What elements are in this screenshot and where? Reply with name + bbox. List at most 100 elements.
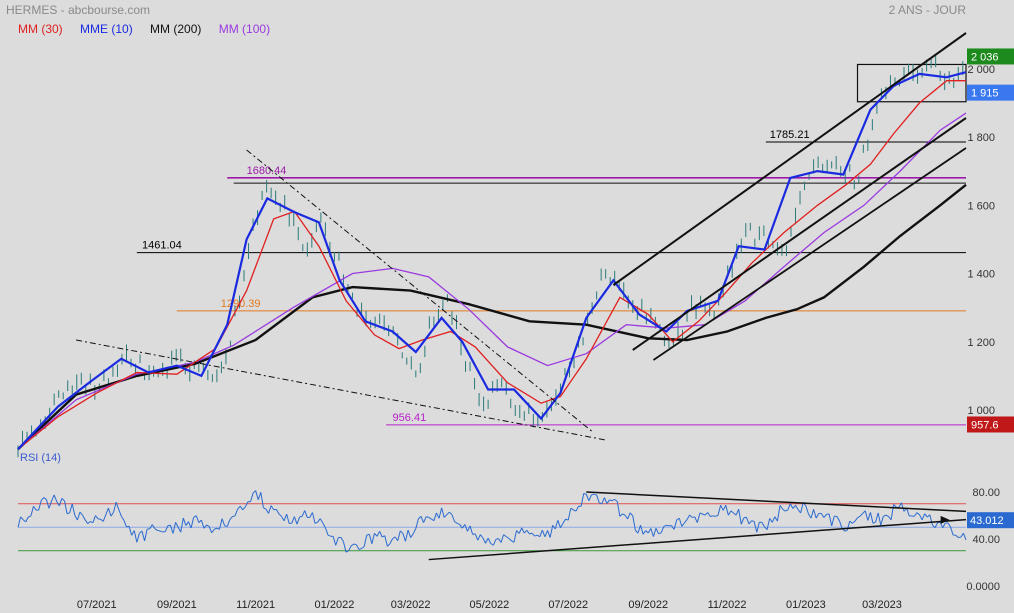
rsi-segment: [753, 521, 758, 533]
rsi-segment: [616, 501, 621, 517]
rsi-segment: [710, 515, 713, 518]
rsi-segment: [368, 534, 373, 544]
rsi-segment: [221, 518, 226, 526]
rsi-segment: [311, 512, 316, 524]
rsi-segment: [404, 529, 409, 542]
rsi-segment: [580, 493, 585, 507]
rsi-segment: [619, 513, 623, 517]
rsi-segment: [924, 513, 928, 518]
rsi-segment: [454, 521, 458, 524]
rsi-segment: [702, 513, 706, 516]
rsi-segment: [211, 528, 215, 534]
rsi-segment: [40, 497, 45, 501]
rsi-segment: [69, 503, 73, 513]
rsi-segment: [56, 501, 60, 507]
price-badge: [967, 416, 1014, 433]
rsi-segment: [438, 507, 443, 519]
rsi-segment: [275, 509, 280, 515]
rsi-tick-40: 40.00: [972, 534, 1000, 546]
rsi-segment: [694, 516, 698, 523]
rsi-segment: [322, 522, 326, 528]
rsi-segment: [962, 532, 967, 541]
rsi-segment: [591, 493, 595, 496]
rsi-segment: [226, 519, 231, 527]
rsi-segment: [175, 522, 179, 528]
rsi-segment: [418, 515, 422, 520]
rsi-segment: [22, 519, 27, 523]
rsi-segment: [345, 550, 349, 553]
rsi-segment: [218, 518, 223, 530]
rsi-segment: [133, 530, 138, 543]
rsi-segment: [389, 538, 393, 544]
legend-mm30[interactable]: MM (30): [18, 22, 63, 36]
rsi-segment: [92, 515, 96, 523]
rsi-segment: [725, 505, 729, 516]
rsi-segment: [141, 530, 146, 541]
rsi-segment: [658, 532, 662, 535]
ma-line-MM100: [17, 112, 967, 450]
rsi-segment: [875, 512, 879, 523]
rsi-segment: [407, 529, 412, 538]
x-tick-label: 03/2022: [391, 599, 431, 611]
rsi-segment: [239, 505, 244, 511]
rsi-segment: [53, 494, 58, 502]
rsi-segment: [813, 509, 817, 519]
rsi-segment: [188, 521, 192, 529]
rsi-segment: [864, 510, 869, 521]
rsi-arrow: [940, 515, 950, 524]
y-tick-1000: 1 000: [967, 405, 995, 417]
rsi-segment: [384, 535, 388, 547]
rsi-trendline-bottom: [428, 518, 967, 561]
rsi-segment: [820, 513, 825, 518]
level-label-1785.21: 1785.21: [770, 129, 810, 141]
rsi-segment: [387, 543, 391, 547]
rsi-segment: [526, 529, 530, 535]
rsi-segment: [265, 508, 269, 514]
legend-mm200[interactable]: MM (200): [150, 22, 202, 36]
rsi-segment: [358, 548, 362, 550]
rsi-segment: [195, 515, 200, 523]
rsi-segment: [704, 512, 709, 516]
rsi-segment: [319, 518, 324, 524]
rsi-segment: [159, 530, 163, 533]
rsi-segment: [699, 512, 703, 515]
rsi-segment: [857, 515, 861, 519]
rsi-segment: [771, 516, 776, 523]
rsi-segment: [508, 537, 512, 542]
x-tick-label: 05/2022: [470, 599, 510, 611]
rsi-segment: [900, 502, 905, 512]
rsi-segment: [64, 500, 68, 514]
rsi-segment: [66, 512, 70, 515]
rsi-segment: [627, 512, 631, 520]
rsi-segment: [805, 505, 809, 515]
rsi-segment: [854, 517, 858, 522]
rsi-segment: [774, 516, 778, 522]
legend-mme10[interactable]: MME (10): [80, 22, 133, 36]
rsi-segment: [177, 526, 182, 533]
rsi-segment: [433, 512, 437, 521]
rsi-segment: [260, 492, 264, 508]
rsi-segment: [270, 505, 275, 511]
rsi-segment: [392, 536, 396, 540]
rsi-segment: [733, 512, 737, 516]
x-tick-label: 07/2021: [77, 599, 117, 611]
rsi-trendline-top: [586, 491, 967, 513]
rsi-segment: [696, 512, 701, 523]
rsi-segment: [689, 514, 693, 518]
rsi-segment: [828, 513, 833, 526]
rsi-segment: [107, 507, 112, 517]
rsi-segment: [51, 494, 55, 502]
rsi-segment: [340, 537, 344, 542]
level-label-1461.04: 1461.04: [142, 240, 182, 252]
legend-mm100[interactable]: MM (100): [218, 22, 271, 36]
rsi-segment: [412, 528, 417, 535]
rsi-segment: [735, 509, 740, 516]
rsi-segment: [655, 527, 660, 535]
rsi-segment: [919, 514, 923, 521]
period-label: 2 ANS - JOUR: [888, 3, 966, 17]
rsi-segment: [355, 544, 360, 550]
rsi-segment: [808, 513, 812, 519]
rsi-segment: [622, 513, 626, 516]
rsi-segment: [743, 516, 747, 519]
